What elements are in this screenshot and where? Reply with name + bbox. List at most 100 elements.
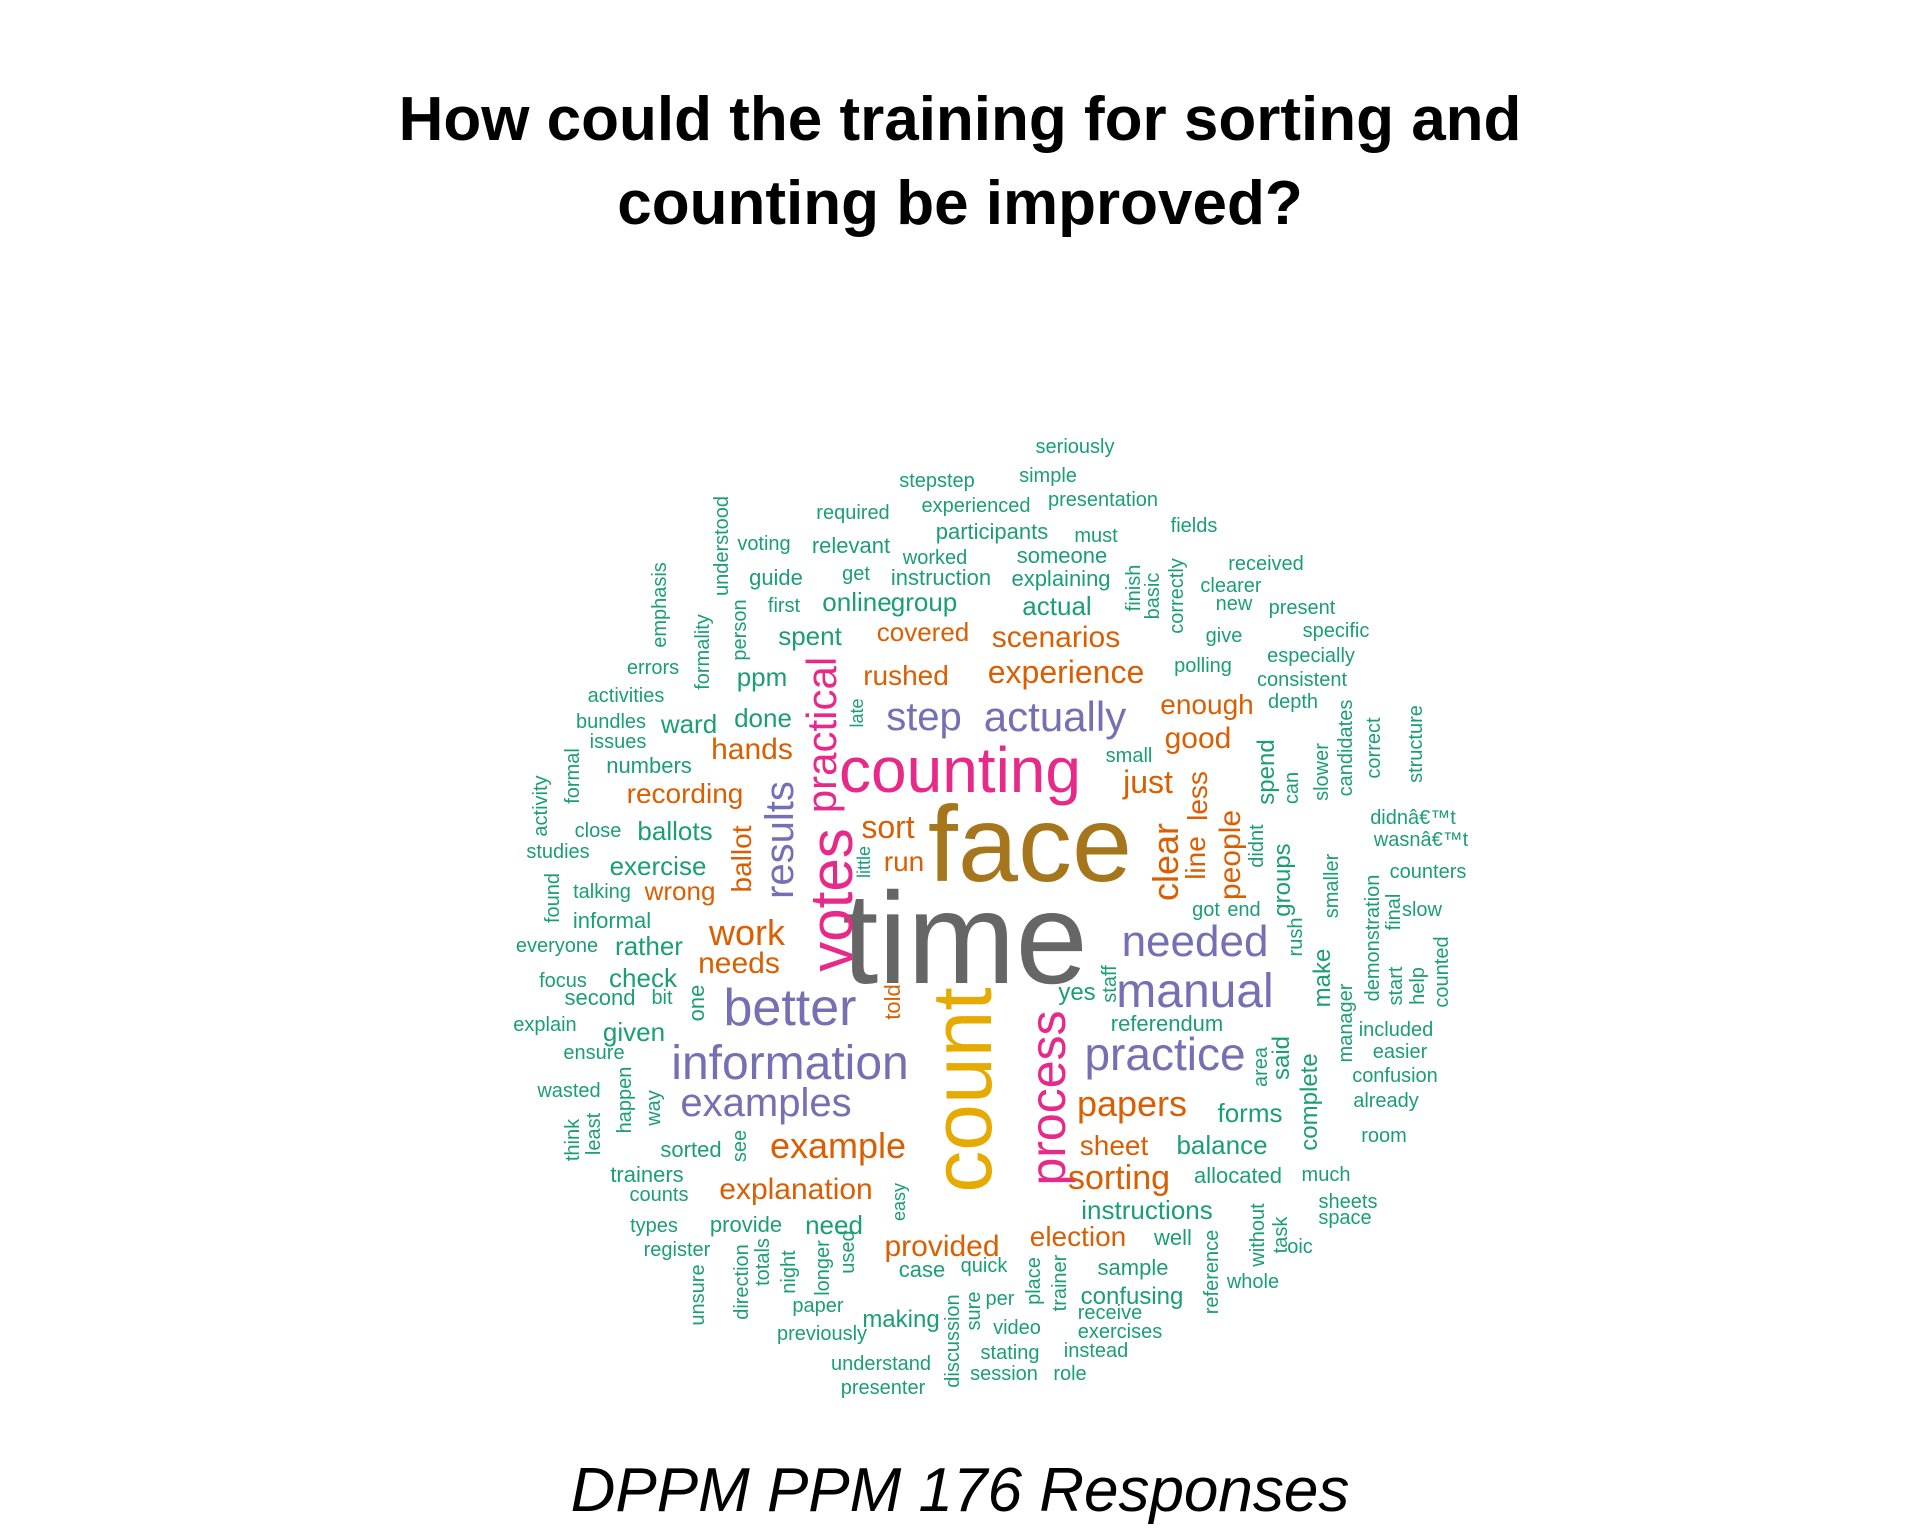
cloud-word: simple — [1019, 465, 1077, 487]
cloud-word: much — [1301, 1164, 1351, 1186]
cloud-word: clear — [1145, 822, 1186, 902]
cloud-word: referendum — [1110, 1011, 1224, 1036]
cloud-word: didnâ€™t — [1370, 807, 1456, 829]
cloud-word: just — [1123, 764, 1173, 800]
cloud-word: start — [1385, 966, 1407, 1006]
cloud-word: done — [734, 703, 792, 733]
cloud-word: online — [822, 587, 892, 617]
cloud-word: rushed — [863, 660, 949, 691]
cloud-word: slow — [1401, 899, 1443, 921]
cloud-word: didnt — [1246, 824, 1268, 868]
cloud-word: sort — [861, 809, 915, 845]
cloud-word: least — [583, 1112, 605, 1156]
cloud-word: less — [1182, 771, 1213, 821]
caption: DPPM PPM 176 Responses — [570, 1456, 1350, 1525]
cloud-word: participants — [935, 519, 1049, 544]
cloud-word: issues — [589, 731, 647, 753]
cloud-word: sheets — [1318, 1191, 1378, 1213]
cloud-word: experience — [987, 654, 1145, 690]
cloud-word: present — [1268, 597, 1336, 619]
cloud-word: confusion — [1352, 1065, 1438, 1087]
cloud-word: reference — [1201, 1229, 1223, 1315]
cloud-word: enough — [1160, 689, 1254, 720]
cloud-word: examples — [680, 1081, 852, 1125]
cloud-word: formality — [692, 614, 714, 690]
cloud-word: without — [1247, 1203, 1269, 1267]
cloud-word: numbers — [606, 753, 692, 778]
cloud-word: activity — [530, 775, 552, 837]
cloud-word: unsure — [687, 1264, 709, 1326]
cloud-word: session — [970, 1363, 1038, 1385]
cloud-word: register — [643, 1239, 711, 1261]
cloud-word: confusing — [1080, 1283, 1184, 1310]
cloud-word: area — [1250, 1046, 1272, 1088]
cloud-word: needs — [698, 947, 780, 980]
cloud-word: bit — [651, 987, 673, 1009]
cloud-word: one — [684, 984, 709, 1022]
cloud-word: voting — [737, 533, 791, 555]
cloud-word: close — [574, 820, 622, 842]
cloud-word: recording — [626, 778, 744, 809]
cloud-word: end — [1227, 899, 1261, 921]
cloud-word: example — [769, 1125, 907, 1166]
cloud-word: said — [1268, 1035, 1295, 1081]
cloud-word: run — [883, 846, 925, 877]
cloud-word: already — [1353, 1090, 1419, 1112]
cloud-word: activities — [587, 685, 665, 707]
cloud-word: make — [1309, 948, 1336, 1008]
cloud-word: can — [1281, 771, 1303, 805]
cloud-word: sample — [1097, 1255, 1169, 1280]
cloud-word: help — [1407, 967, 1429, 1005]
cloud-word: place — [1023, 1257, 1045, 1305]
cloud-word: practical — [798, 656, 845, 814]
cloud-word: instruction — [890, 565, 992, 590]
title-line-2: counting be improved? — [617, 169, 1303, 238]
cloud-word: room — [1361, 1125, 1407, 1147]
cloud-word: candidates — [1335, 699, 1357, 797]
cloud-word: person — [729, 599, 751, 661]
cloud-word: someone — [1016, 543, 1108, 568]
cloud-word: studies — [526, 841, 590, 863]
cloud-word: manual — [1116, 965, 1274, 1018]
cloud-word: second — [564, 985, 636, 1010]
cloud-word: think — [562, 1118, 584, 1162]
cloud-word: quick — [960, 1255, 1008, 1277]
cloud-word: instructions — [1081, 1195, 1213, 1225]
cloud-word: wasted — [537, 1080, 601, 1102]
cloud-word: explanation — [719, 1173, 873, 1206]
cloud-word: actual — [1022, 591, 1092, 621]
cloud-word: instead — [1063, 1340, 1129, 1362]
cloud-word: covered — [876, 617, 970, 647]
cloud-word: new — [1215, 593, 1253, 615]
cloud-word: exercise — [609, 851, 707, 881]
cloud-word: allocated — [1193, 1163, 1283, 1188]
cloud-word: found — [542, 872, 564, 924]
cloud-word: received — [1228, 553, 1304, 575]
cloud-word: first — [767, 595, 801, 617]
cloud-word: basic — [1142, 572, 1164, 620]
cloud-word: staff — [1099, 965, 1121, 1003]
cloud-word: counted — [1431, 936, 1453, 1008]
cloud-word: needed — [1121, 917, 1269, 966]
cloud-word: finish — [1123, 564, 1145, 612]
cloud-word: consistent — [1256, 669, 1348, 691]
cloud-word: information — [671, 1037, 909, 1090]
cloud-word: trainers — [610, 1162, 684, 1187]
cloud-word: actually — [983, 693, 1127, 740]
cloud-word: case — [898, 1257, 946, 1282]
cloud-word: used — [837, 1230, 859, 1274]
cloud-word: get — [842, 563, 870, 585]
cloud-word: informal — [572, 908, 652, 933]
cloud-word: talking — [573, 881, 631, 903]
cloud-word: fields — [1170, 515, 1218, 537]
cloud-word: counting — [839, 734, 1081, 806]
cloud-word: sheet — [1079, 1130, 1149, 1161]
cloud-word: night — [778, 1250, 800, 1294]
cloud-word: well — [1154, 1225, 1192, 1250]
cloud-word: trainer — [1049, 1254, 1071, 1312]
cloud-word: stepstep — [899, 470, 975, 492]
cloud-word: video — [993, 1317, 1041, 1339]
cloud-word: understand — [830, 1353, 932, 1375]
cloud-word: clearer — [1200, 575, 1262, 597]
cloud-word: errors — [626, 657, 680, 679]
